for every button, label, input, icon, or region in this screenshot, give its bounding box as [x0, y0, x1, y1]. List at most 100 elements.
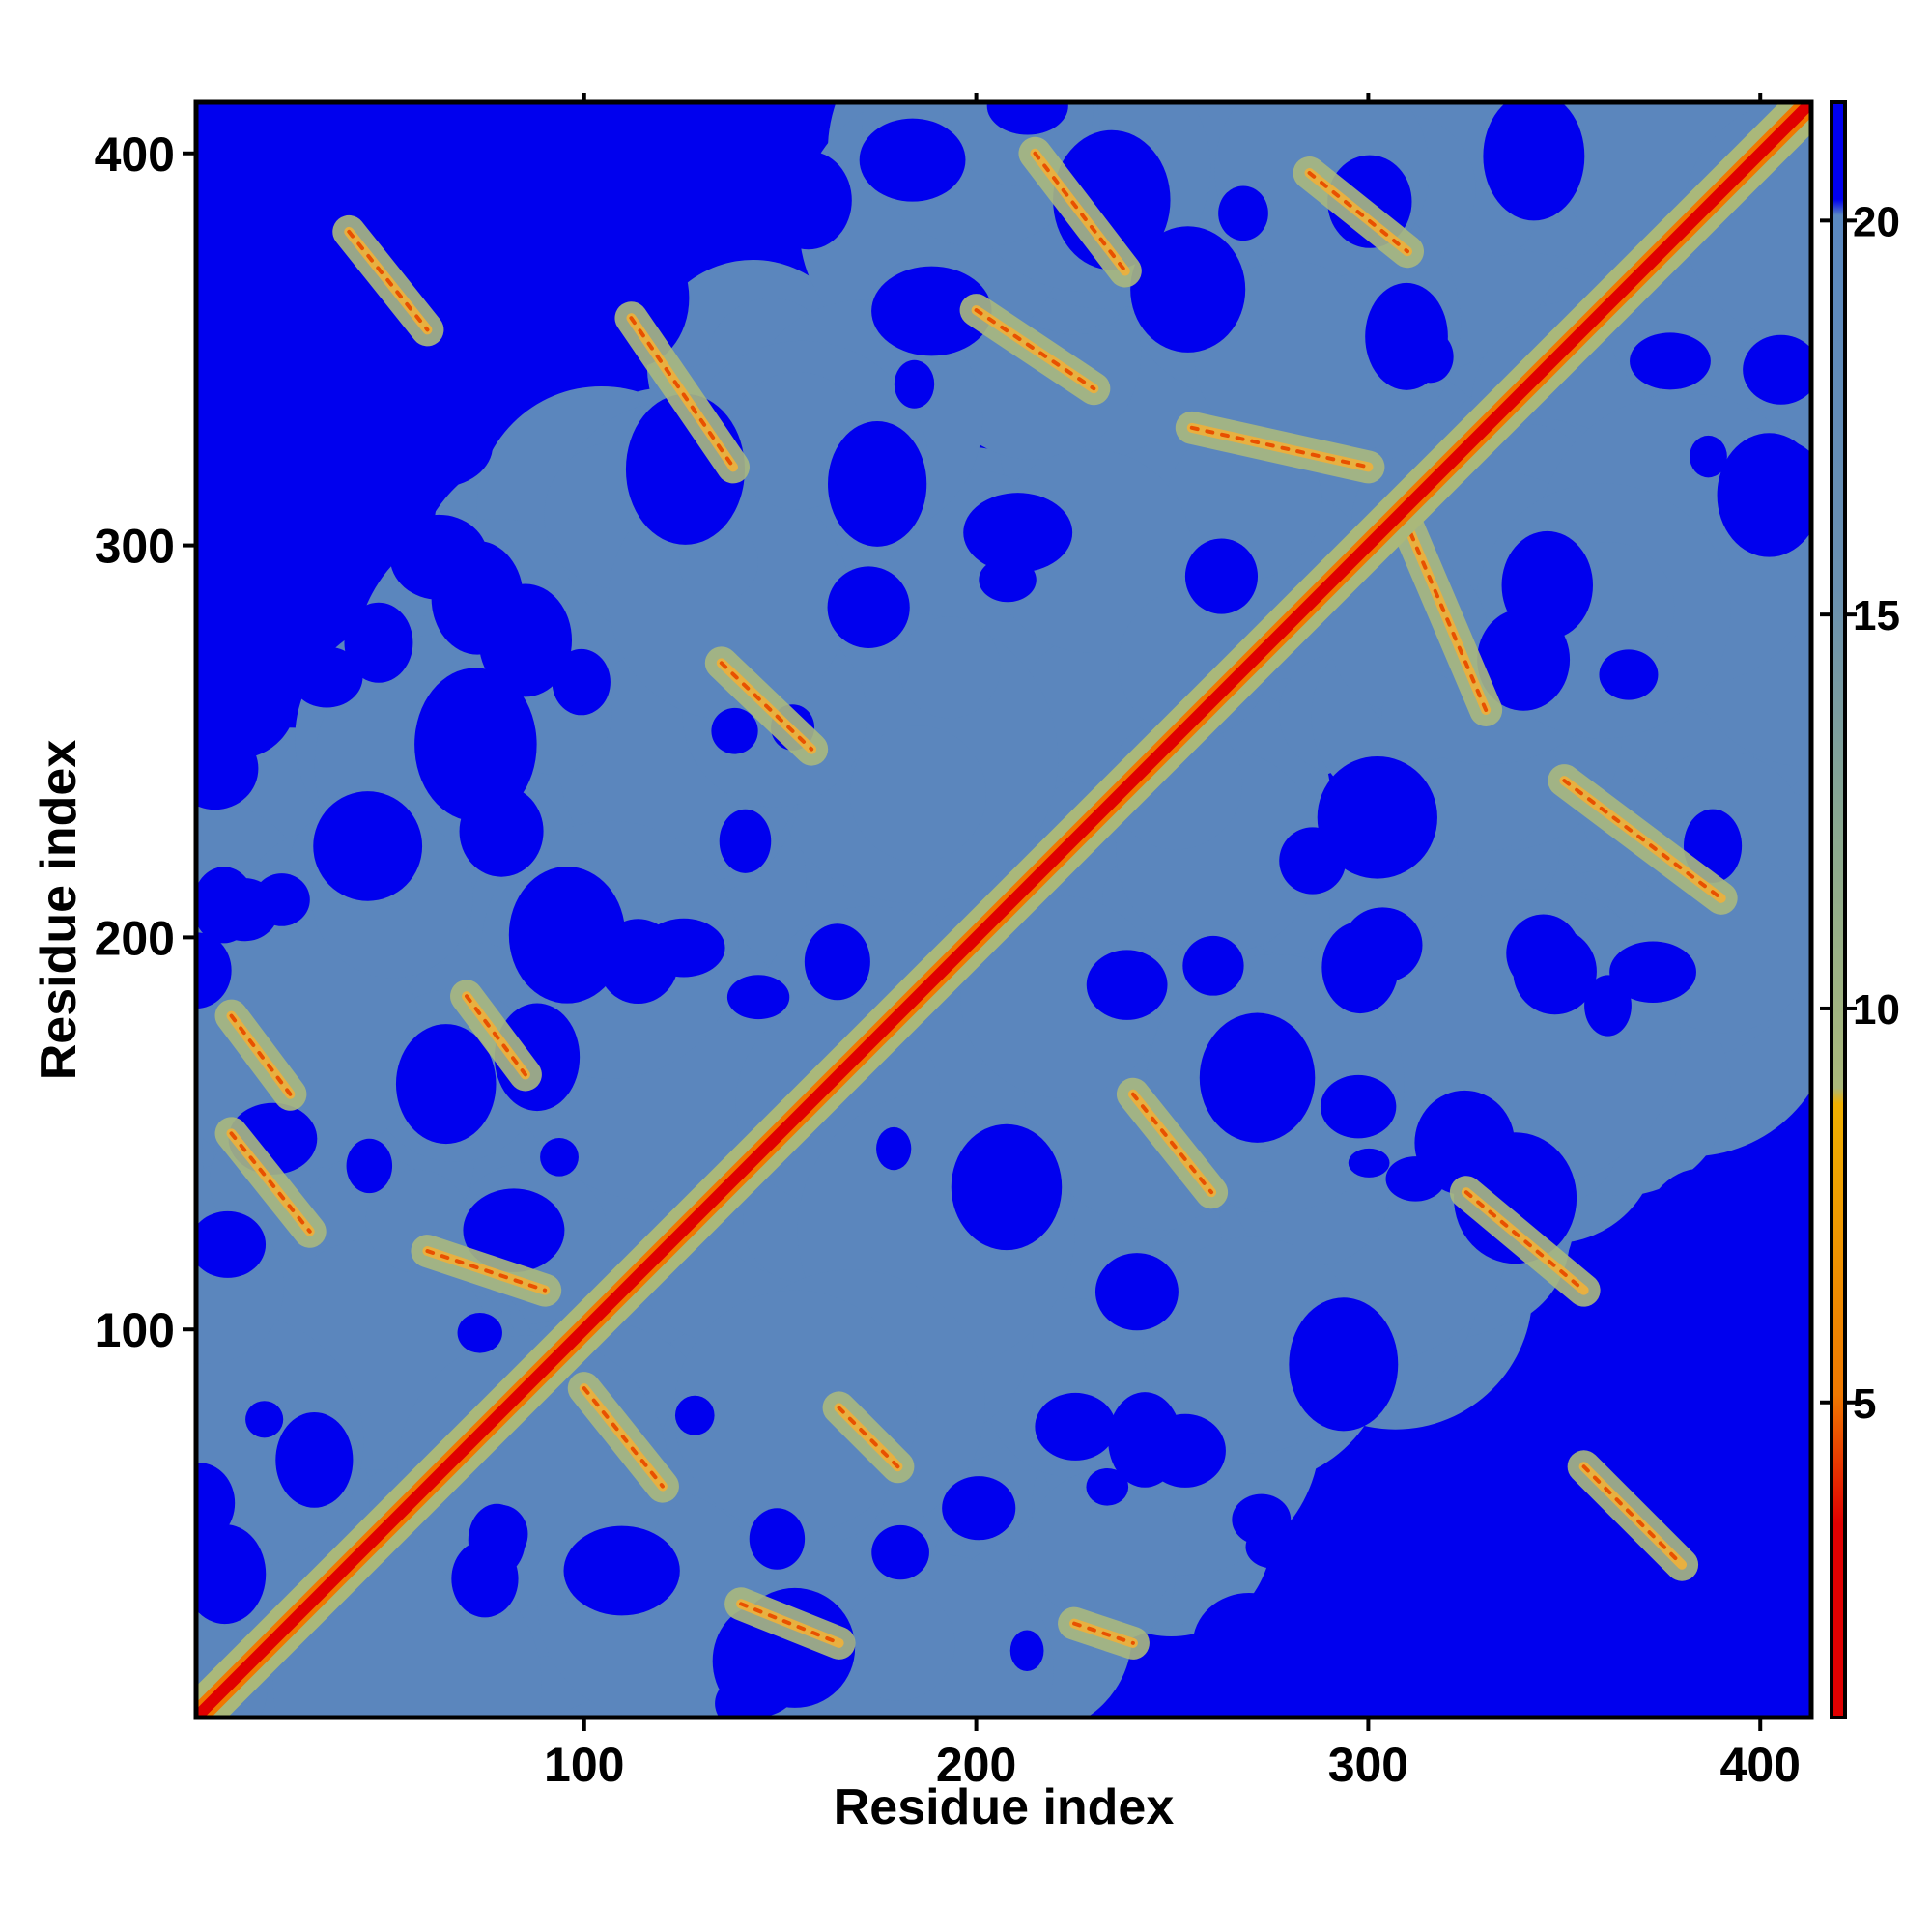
far-patch — [1609, 941, 1696, 1004]
far-patch — [1317, 755, 1437, 879]
mid-region — [840, 1586, 955, 1701]
far-patch — [1365, 282, 1448, 390]
contact-band-core — [629, 316, 735, 469]
contact-band-core — [1463, 1190, 1586, 1293]
contact-band-core — [719, 661, 814, 752]
far-patch — [859, 118, 966, 202]
far-patch — [336, 371, 446, 512]
far-patch — [1320, 1074, 1397, 1139]
far-patch — [1348, 1148, 1390, 1178]
far-patch — [1086, 1467, 1129, 1506]
contact-band-core — [425, 1249, 548, 1293]
mid-region — [1027, 1469, 1181, 1623]
far-patch — [196, 932, 232, 1009]
far-patch — [726, 975, 790, 1020]
far-patch — [224, 102, 326, 162]
y-axis-ticks: 100 200 300 400 — [95, 128, 196, 1357]
far-patch — [749, 1508, 806, 1570]
contact-band — [971, 305, 1099, 394]
colorbar-tick-label: 15 — [1853, 592, 1900, 639]
far-patch — [570, 227, 690, 369]
contact-band-core — [1130, 1092, 1214, 1195]
far-patch — [963, 493, 1073, 573]
diagonal-core — [196, 102, 1811, 1718]
far-patch — [1717, 433, 1811, 557]
far-patch — [459, 785, 544, 877]
far-patch — [196, 659, 270, 757]
far-patch — [196, 1463, 236, 1544]
x-tick-label: 200 — [936, 1738, 1016, 1792]
far-patch — [290, 646, 363, 708]
contact-band-core — [582, 1386, 665, 1489]
far-patch — [1182, 935, 1244, 996]
far-patch — [1245, 1524, 1302, 1569]
y-tick-label: 300 — [95, 520, 175, 574]
far-distance-patches — [196, 102, 1811, 1718]
far-patch — [313, 791, 423, 901]
far-patch — [876, 1126, 912, 1171]
far-patch — [302, 307, 351, 349]
far-patch — [1094, 1253, 1179, 1331]
far-patch — [986, 102, 1068, 135]
far-patch — [871, 266, 992, 356]
colorbar-ticks: 5 10 15 20 — [1820, 198, 1900, 1428]
far-patch — [1279, 827, 1347, 895]
far-patch — [1556, 1523, 1662, 1627]
contact-bands — [214, 136, 1738, 1660]
far-patch — [579, 167, 648, 243]
contact-band-core — [739, 1602, 841, 1645]
far-patch — [1009, 1630, 1044, 1671]
far-patch — [894, 359, 935, 409]
far-patch — [414, 668, 537, 822]
far-patch — [344, 602, 413, 683]
x-tick-label: 400 — [1720, 1738, 1801, 1792]
far-patch — [711, 707, 758, 754]
far-patch — [395, 1024, 497, 1145]
far-patch — [828, 420, 927, 547]
far-patch — [942, 1476, 1016, 1541]
far-patch — [1343, 907, 1423, 983]
y-tick-label: 200 — [95, 911, 175, 965]
far-patch — [1506, 914, 1581, 993]
x-axis-ticks: 100 200 300 400 — [544, 93, 1801, 1792]
far-patch — [253, 873, 310, 926]
colorbar-tick-label: 20 — [1853, 198, 1900, 245]
mid-region — [673, 1290, 917, 1534]
far-patch — [346, 1138, 393, 1194]
far-patch — [275, 1411, 354, 1508]
far-patch — [563, 1525, 680, 1616]
contact-band-core — [229, 1131, 312, 1234]
far-patch — [1385, 1156, 1446, 1202]
contact-band-core — [465, 994, 527, 1077]
far-patch — [674, 1395, 715, 1435]
far-patch — [1086, 950, 1168, 1020]
far-patch — [1130, 226, 1246, 353]
far-patch — [196, 1210, 267, 1278]
far-patch — [1542, 575, 1586, 626]
far-patch — [463, 1188, 565, 1272]
y-tick-label: 400 — [95, 128, 175, 182]
far-patch — [1584, 975, 1632, 1037]
far-patch — [196, 867, 256, 944]
far-patch — [764, 151, 852, 250]
x-tick-label: 300 — [1328, 1738, 1408, 1792]
far-patch — [1690, 435, 1727, 478]
far-patch — [196, 1523, 267, 1625]
far-patch — [1360, 1549, 1403, 1603]
mid-region — [196, 908, 422, 1172]
contact-band-core — [837, 1406, 900, 1469]
y-tick-label: 100 — [95, 1303, 175, 1357]
far-patch — [1108, 1392, 1182, 1488]
y-axis-title: Residue index — [31, 740, 87, 1081]
far-patch — [1199, 1012, 1316, 1143]
far-patch — [245, 1401, 284, 1438]
far-patch — [1729, 1232, 1811, 1336]
x-axis-title: Residue index — [834, 1779, 1175, 1835]
far-patch — [1483, 102, 1585, 221]
far-patch — [1743, 334, 1811, 405]
x-tick-label: 100 — [544, 1738, 624, 1792]
far-patch — [1289, 1297, 1399, 1432]
contact-band-core — [1307, 171, 1409, 254]
contact-band-core — [1406, 524, 1489, 713]
colorbar — [1830, 100, 1847, 1719]
